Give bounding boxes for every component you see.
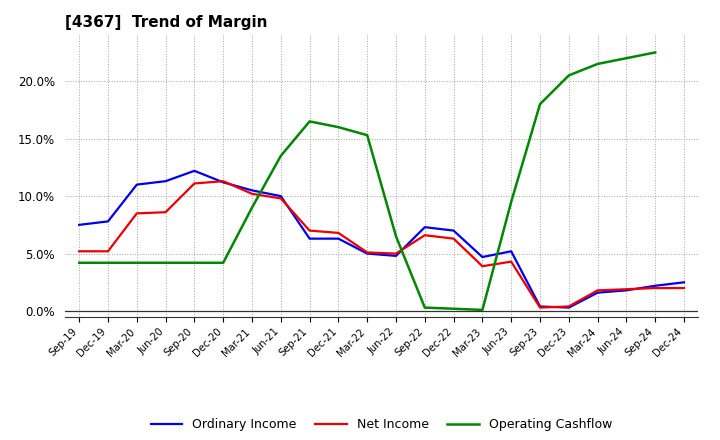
Operating Cashflow: [507, 199, 516, 205]
Ordinary Income: [449, 228, 458, 233]
Operating Cashflow: [622, 55, 631, 61]
Operating Cashflow: [478, 307, 487, 312]
Net Income: [651, 286, 660, 291]
Text: [4367]  Trend of Margin: [4367] Trend of Margin: [65, 15, 267, 30]
Net Income: [219, 179, 228, 184]
Ordinary Income: [392, 253, 400, 259]
Operating Cashflow: [132, 260, 141, 265]
Operating Cashflow: [536, 102, 544, 107]
Operating Cashflow: [334, 125, 343, 130]
Operating Cashflow: [219, 260, 228, 265]
Net Income: [334, 230, 343, 235]
Net Income: [449, 236, 458, 241]
Line: Operating Cashflow: Operating Cashflow: [79, 52, 655, 310]
Ordinary Income: [305, 236, 314, 241]
Ordinary Income: [536, 304, 544, 309]
Net Income: [420, 233, 429, 238]
Line: Net Income: Net Income: [79, 181, 684, 308]
Ordinary Income: [248, 188, 256, 193]
Operating Cashflow: [651, 50, 660, 55]
Net Income: [132, 211, 141, 216]
Operating Cashflow: [305, 119, 314, 124]
Net Income: [75, 249, 84, 254]
Net Income: [536, 305, 544, 310]
Net Income: [392, 251, 400, 256]
Net Income: [507, 259, 516, 264]
Ordinary Income: [276, 194, 285, 199]
Net Income: [363, 250, 372, 255]
Operating Cashflow: [75, 260, 84, 265]
Operating Cashflow: [392, 234, 400, 239]
Ordinary Income: [680, 280, 688, 285]
Net Income: [104, 249, 112, 254]
Operating Cashflow: [593, 61, 602, 66]
Ordinary Income: [478, 254, 487, 260]
Ordinary Income: [507, 249, 516, 254]
Ordinary Income: [420, 224, 429, 230]
Net Income: [564, 304, 573, 309]
Operating Cashflow: [248, 205, 256, 210]
Operating Cashflow: [161, 260, 170, 265]
Net Income: [248, 191, 256, 196]
Ordinary Income: [593, 290, 602, 295]
Ordinary Income: [75, 222, 84, 227]
Net Income: [276, 196, 285, 201]
Line: Ordinary Income: Ordinary Income: [79, 171, 684, 308]
Operating Cashflow: [190, 260, 199, 265]
Ordinary Income: [190, 168, 199, 173]
Operating Cashflow: [363, 132, 372, 138]
Ordinary Income: [564, 305, 573, 310]
Net Income: [622, 286, 631, 292]
Operating Cashflow: [564, 73, 573, 78]
Ordinary Income: [363, 251, 372, 256]
Net Income: [680, 286, 688, 291]
Operating Cashflow: [449, 306, 458, 312]
Operating Cashflow: [420, 305, 429, 310]
Ordinary Income: [104, 219, 112, 224]
Ordinary Income: [651, 283, 660, 288]
Net Income: [593, 288, 602, 293]
Net Income: [161, 209, 170, 215]
Operating Cashflow: [276, 153, 285, 158]
Net Income: [305, 228, 314, 233]
Ordinary Income: [132, 182, 141, 187]
Ordinary Income: [622, 288, 631, 293]
Ordinary Income: [219, 180, 228, 185]
Net Income: [190, 181, 199, 186]
Ordinary Income: [334, 236, 343, 241]
Ordinary Income: [161, 179, 170, 184]
Legend: Ordinary Income, Net Income, Operating Cashflow: Ordinary Income, Net Income, Operating C…: [146, 413, 617, 436]
Operating Cashflow: [104, 260, 112, 265]
Net Income: [478, 264, 487, 269]
